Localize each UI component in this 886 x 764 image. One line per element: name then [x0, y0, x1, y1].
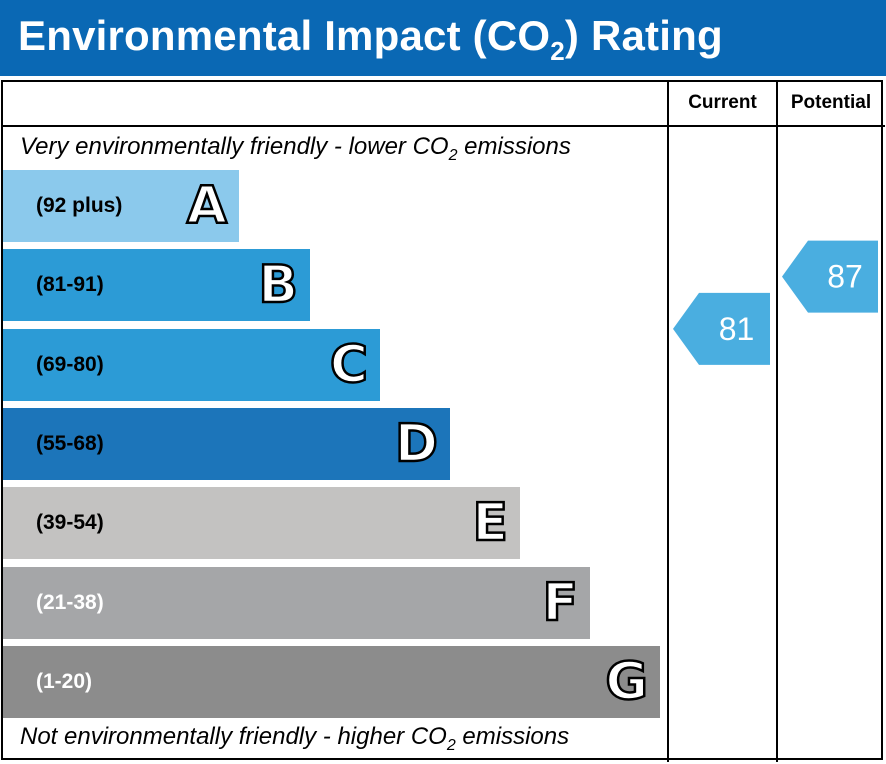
caption-part: Not environmentally friendly - higher CO: [20, 723, 447, 750]
title-subscript: 2: [550, 36, 565, 66]
column-divider: [776, 80, 778, 762]
bottom-caption: Not environmentally friendly - higher CO…: [20, 723, 570, 754]
band-letter: G: [604, 651, 649, 714]
title-part: Environmental Impact (CO: [18, 12, 551, 59]
potential-column-header: Potential: [790, 92, 872, 113]
caption-part: emissions: [455, 723, 570, 750]
top-caption: Very environmentally friendly - lower CO…: [20, 133, 571, 164]
band-range-label: (1-20): [36, 669, 93, 693]
band-e: (39-54) E: [3, 487, 520, 560]
band-range-label: (81-91): [36, 273, 104, 297]
band-c: (69-80) C: [3, 328, 380, 401]
current-rating-arrow: 81: [673, 292, 770, 365]
chart-title: Environmental Impact (CO2) Rating: [18, 12, 723, 66]
potential-rating-arrow-shape: [782, 240, 878, 313]
band-range-label: (92 plus): [36, 194, 123, 217]
band-a: (92 plus) A: [3, 170, 239, 242]
band-letter: D: [394, 413, 440, 476]
caption-subscript: 2: [446, 737, 456, 754]
header-divider: [1, 125, 885, 127]
band-f: (21-38) F: [3, 566, 590, 639]
potential-rating-arrow-value: 87: [827, 259, 863, 295]
current-rating-arrow-shape: [673, 292, 770, 365]
band-letter: C: [329, 333, 370, 396]
caption-subscript: 2: [448, 147, 458, 164]
band-g: (1-20) G: [3, 645, 660, 718]
band-letter: A: [185, 175, 228, 238]
band-letter: B: [257, 254, 299, 317]
band-range-label: (21-38): [36, 590, 104, 614]
band-letter: E: [471, 492, 509, 555]
band-b: (81-91) B: [3, 249, 310, 322]
band-range-label: (55-68): [36, 431, 104, 455]
title-part: ) Rating: [564, 12, 723, 59]
title-bar: Environmental Impact (CO2) Rating: [0, 0, 886, 76]
potential-rating-arrow: 87: [782, 240, 878, 313]
band-d: (55-68) D: [3, 407, 450, 480]
caption-part: Very environmentally friendly - lower CO: [20, 133, 449, 160]
current-rating-arrow-value: 81: [719, 311, 755, 347]
caption-part: emissions: [457, 133, 571, 160]
current-column-header: Current: [688, 92, 757, 113]
band-range-label: (69-80): [36, 352, 104, 376]
rating-table-frame: [1, 80, 883, 760]
band-letter: F: [541, 571, 579, 634]
band-range-label: (39-54): [36, 511, 104, 535]
column-divider: [667, 80, 669, 762]
